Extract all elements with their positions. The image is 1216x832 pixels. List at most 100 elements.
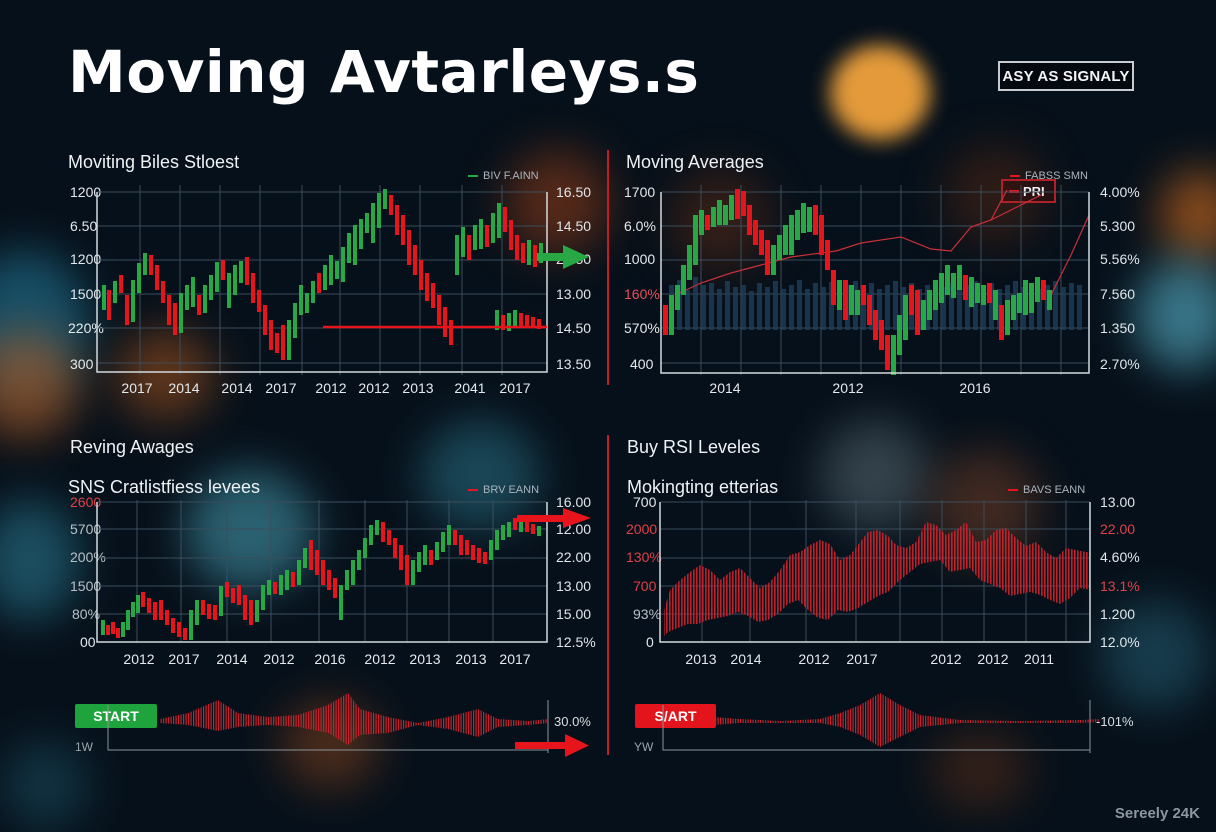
signal-wave-left — [107, 693, 549, 753]
section-title: Reving Awages — [70, 437, 194, 457]
chart-title: SNS Cratlistfiess levees — [68, 477, 261, 497]
panel-divider-bottom — [607, 435, 609, 755]
x-tick: 2014 — [221, 380, 253, 396]
y-tick-left: 1200 — [70, 184, 102, 200]
chart-title: Mokingting etterias — [627, 477, 779, 497]
legend-swatch — [468, 175, 478, 177]
chart-plot-top-right — [660, 185, 1090, 375]
y-tick-right: 4.60% — [1100, 549, 1140, 565]
x-tick: 2012 — [832, 380, 864, 396]
y-tick-right: 5.300 — [1100, 218, 1136, 234]
y-tick-left: 2000 — [626, 521, 658, 537]
y-tick-left: 570% — [624, 320, 660, 336]
y-tick-left: 1500 — [70, 286, 102, 302]
x-tick: 2017 — [168, 651, 200, 667]
y-tick-right: 13.1% — [1100, 578, 1140, 594]
chart-legend: BAVS EANN — [1008, 484, 1085, 496]
x-tick: 2012 — [977, 651, 1009, 667]
x-tick: 2017 — [846, 651, 878, 667]
legend-box-pri[interactable]: PRI — [1001, 179, 1056, 203]
signal-badge[interactable]: ASY AS SIGNALY — [998, 61, 1134, 91]
bokeh-orange-top — [830, 45, 930, 140]
y-tick-right: 13.50 — [556, 356, 592, 372]
bokeh-teal-left2 — [0, 500, 80, 620]
y-tick-left: 0 — [646, 634, 654, 650]
x-tick: 2017 — [499, 380, 531, 396]
y-tick-right: 12.5% — [556, 634, 596, 650]
legend-box-label: PRI — [1023, 183, 1045, 199]
legend-swatch — [1008, 489, 1018, 491]
x-tick: 2014 — [216, 651, 248, 667]
page-title: Moving Avtarleys.s — [68, 38, 700, 106]
x-tick: 2012 — [798, 651, 830, 667]
y-tick-left: 1500 — [70, 578, 102, 594]
y-tick-right: 16.50 — [556, 184, 592, 200]
y-tick-right: 13.00 — [556, 286, 592, 302]
y-tick-right: 2.70% — [1100, 356, 1140, 372]
x-tick: 2016 — [314, 651, 346, 667]
strip-left-label: YW — [634, 740, 654, 754]
x-tick: 2014 — [709, 380, 741, 396]
y-tick-right: 15.00 — [556, 606, 592, 622]
chart-plot-bottom-left — [96, 500, 591, 643]
x-tick: 2014 — [730, 651, 762, 667]
x-tick: 2017 — [265, 380, 297, 396]
x-tick: 2016 — [959, 380, 991, 396]
chart-legend: BRV EANN — [468, 484, 539, 496]
bokeh-orange-edge — [1160, 170, 1216, 260]
bokeh-teal-right — [1135, 260, 1216, 370]
signal-wave-right — [662, 693, 1100, 753]
y-tick-left: 1200 — [70, 251, 102, 267]
legend-swatch — [1009, 189, 1019, 193]
strip-right-label: 30.0% — [554, 714, 591, 729]
green-arrow-icon — [537, 245, 589, 269]
watermark: Sereely 24K — [1114, 805, 1200, 822]
y-tick-right: 12.0% — [1100, 634, 1140, 650]
y-tick-left: 5700 — [70, 521, 102, 537]
y-tick-right: 14.50 — [556, 218, 592, 234]
y-tick-right: 4.00% — [1100, 184, 1140, 200]
y-tick-right: 14.50 — [556, 320, 592, 336]
y-tick-left: 700 — [633, 578, 657, 594]
strip-right-label: -101% — [1096, 714, 1134, 729]
panel-divider-top — [607, 150, 609, 385]
y-tick-left: 2600 — [70, 494, 102, 510]
x-tick: 2017 — [499, 651, 531, 667]
chart-title: Moviting Biles Stloest — [68, 152, 240, 172]
start-button[interactable]: START — [75, 704, 157, 728]
x-tick: 2012 — [930, 651, 962, 667]
y-tick-right: 5.56% — [1100, 251, 1140, 267]
x-tick: 2012 — [263, 651, 295, 667]
start-button-red[interactable]: S/ART — [635, 704, 716, 728]
y-tick-left: 300 — [70, 356, 94, 372]
y-tick-left: 80% — [72, 606, 101, 622]
rsi-band — [664, 522, 1090, 636]
y-tick-left: 1700 — [624, 184, 656, 200]
y-tick-left: 6.50 — [70, 218, 98, 234]
legend-label: BAVS EANN — [1023, 484, 1086, 496]
chart-legend: BIV F.AINN — [468, 170, 539, 182]
y-tick-left: 160% — [624, 286, 660, 302]
red-arrow-icon — [517, 508, 591, 528]
y-tick-right: 22.00 — [556, 549, 592, 565]
y-tick-left: 700 — [633, 494, 657, 510]
x-tick: 2013 — [402, 380, 434, 396]
y-tick-right: 1.350 — [1100, 320, 1136, 336]
x-tick: 2013 — [455, 651, 487, 667]
x-tick: 2013 — [685, 651, 717, 667]
y-tick-right: 13.00 — [1100, 494, 1136, 510]
chart-plot-top-left — [96, 185, 589, 375]
chart-title: Moving Averages — [626, 152, 764, 172]
y-tick-left: 00 — [80, 634, 96, 650]
y-tick-left: 130% — [626, 549, 662, 565]
chart-plot-bottom-right — [659, 500, 1091, 643]
strip-left-label: 1W — [75, 740, 93, 754]
y-tick-right: 1.200 — [1100, 606, 1136, 622]
y-tick-left: 1000 — [624, 251, 656, 267]
legend-swatch — [1010, 175, 1020, 177]
y-tick-right: 13.00 — [556, 578, 592, 594]
legend-label: BIV F.AINN — [483, 170, 539, 182]
x-tick: 2041 — [454, 380, 486, 396]
x-tick: 2014 — [168, 380, 200, 396]
x-tick: 2013 — [409, 651, 441, 667]
